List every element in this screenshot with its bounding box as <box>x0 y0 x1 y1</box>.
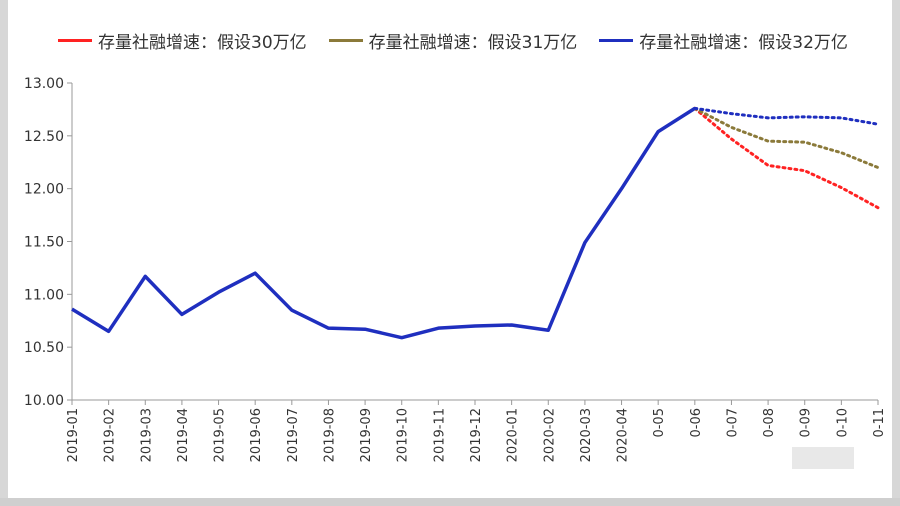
chart-legend: 存量社融增速：假设30万亿 存量社融增速：假设31万亿 存量社融增速：假设32万… <box>58 28 848 53</box>
x-tick-label: 2020-01 <box>506 408 521 462</box>
history-line <box>71 106 696 340</box>
forecast-line-2 <box>693 106 880 126</box>
x-tick-label: 2020-02 <box>542 408 557 462</box>
x-tick-label: 0-10 <box>835 408 850 438</box>
x-tick-label: 0-05 <box>652 408 667 438</box>
legend-swatch-30 <box>58 39 92 42</box>
x-tick-label: 2019-09 <box>359 408 374 462</box>
y-tick-label: 12.00 <box>24 182 64 198</box>
legend-swatch-31 <box>328 39 363 42</box>
x-tick-label: 0-11 <box>872 408 887 438</box>
y-tick-label: 13.00 <box>24 76 64 92</box>
right-border <box>892 0 900 506</box>
y-tick-label: 10.00 <box>24 393 64 409</box>
legend-swatch-32 <box>599 39 634 42</box>
x-tick-label: 2019-02 <box>103 408 118 462</box>
x-tick-label: 2019-11 <box>432 408 447 462</box>
x-tick-label: 2019-05 <box>213 408 228 462</box>
x-tick-label: 2019-04 <box>176 408 191 462</box>
y-tick-label: 11.50 <box>24 235 64 251</box>
x-tick-label: 2019-01 <box>66 408 81 462</box>
y-axis-labels: 10.00 10.50 11.00 11.50 12.00 12.50 13.00 <box>24 76 64 409</box>
axes <box>67 82 879 405</box>
y-tick-label: 12.50 <box>24 129 64 145</box>
x-tick-label: 2019-12 <box>469 408 484 462</box>
forecast-line-0 <box>693 106 880 210</box>
y-tick-label: 10.50 <box>24 340 64 356</box>
x-tick-label: 0-09 <box>799 408 814 438</box>
series-lines <box>71 106 880 340</box>
x-tick-label: 2019-08 <box>322 408 337 462</box>
legend-label-32: 存量社融增速：假设32万亿 <box>639 33 848 53</box>
legend-item-30: 存量社融增速：假设30万亿 <box>58 28 307 53</box>
x-tick-label: 2019-03 <box>139 408 154 462</box>
legend-item-31: 存量社融增速：假设31万亿 <box>328 28 578 53</box>
legend-label-31: 存量社融增速：假设31万亿 <box>368 33 578 53</box>
x-tick-label: 2020-03 <box>579 408 594 462</box>
left-border <box>0 0 8 506</box>
x-tick-label: 2019-06 <box>249 408 264 462</box>
legend-item-32: 存量社融增速：假设32万亿 <box>599 28 848 53</box>
x-tick-label: 0-08 <box>762 408 777 438</box>
x-tick-label: 2019-10 <box>396 408 411 462</box>
y-tick-label: 11.00 <box>24 287 64 303</box>
x-axis-labels: 2019-01 2019-02 2019-03 2019-04 2019-05 2019-… <box>66 408 887 462</box>
x-tick-label: 2020-04 <box>616 408 631 462</box>
legend-label-30: 存量社融增速：假设30万亿 <box>98 33 307 53</box>
x-tick-label: 0-06 <box>689 408 704 438</box>
x-tick-label: 2019-07 <box>286 408 301 462</box>
watermark-block <box>792 447 854 469</box>
x-tick-label: 0-07 <box>725 408 740 438</box>
bottom-border <box>0 498 900 506</box>
forecast-line-1 <box>693 106 880 170</box>
